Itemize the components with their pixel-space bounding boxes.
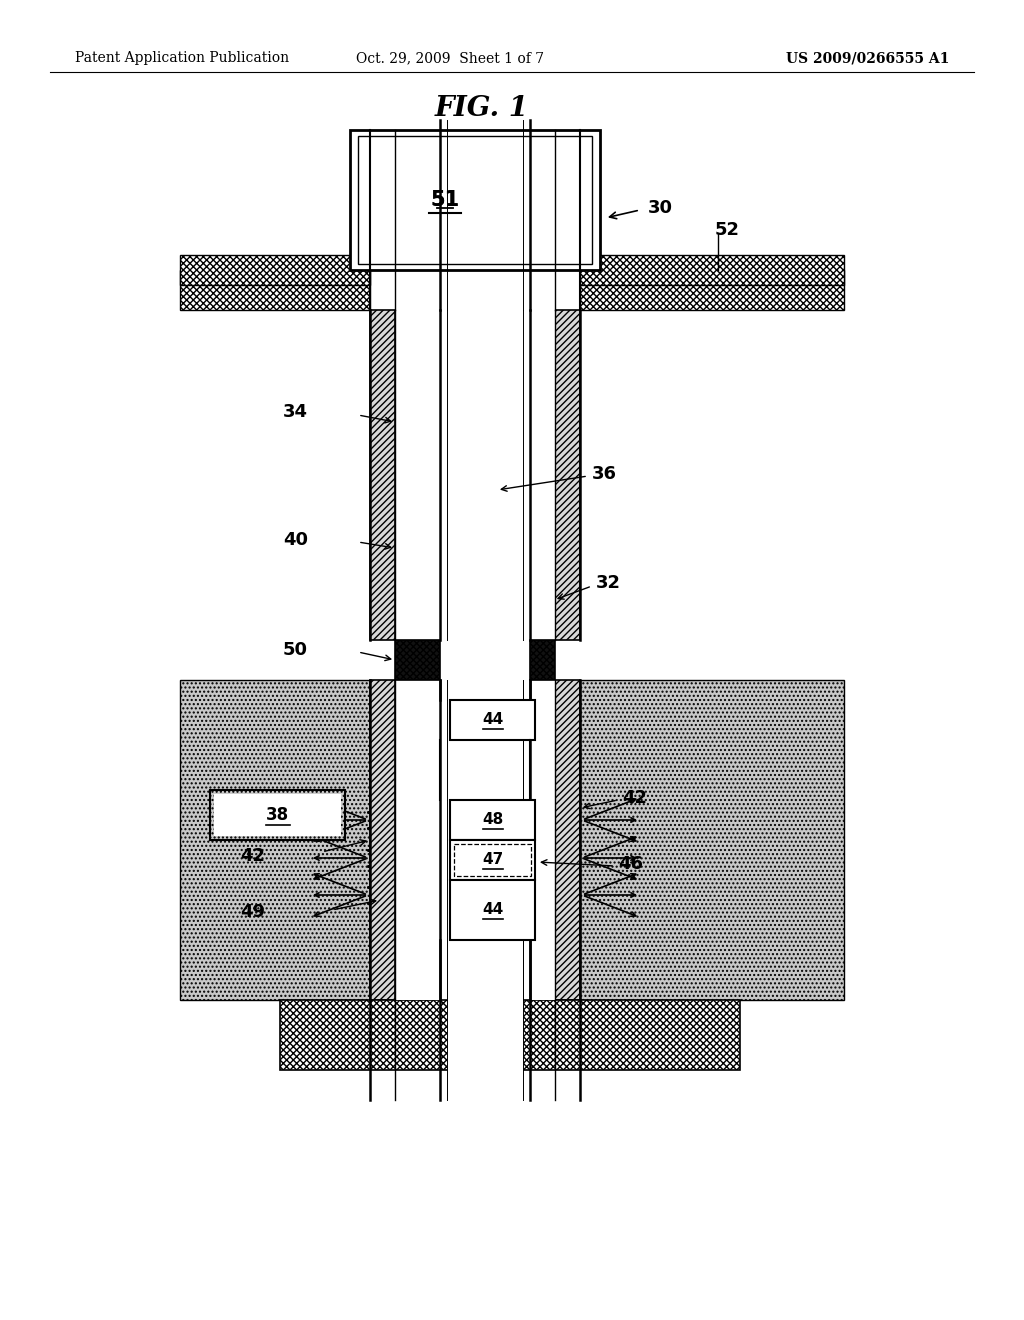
Text: 46: 46: [618, 855, 643, 873]
Bar: [450, 880, 535, 940]
Bar: [530, 310, 555, 640]
Bar: [555, 680, 580, 1001]
Bar: [447, 310, 523, 640]
Text: Oct. 29, 2009  Sheet 1 of 7: Oct. 29, 2009 Sheet 1 of 7: [356, 51, 545, 65]
Bar: [447, 741, 523, 800]
Bar: [580, 680, 844, 1001]
Bar: [180, 680, 370, 1001]
Bar: [395, 640, 440, 680]
Bar: [555, 310, 580, 640]
Bar: [370, 310, 395, 640]
Bar: [530, 680, 555, 1001]
Bar: [450, 840, 535, 880]
Bar: [180, 271, 370, 310]
Bar: [395, 271, 440, 310]
Bar: [395, 680, 440, 1001]
Text: 30: 30: [648, 199, 673, 216]
Text: 44: 44: [482, 903, 503, 917]
Bar: [454, 843, 531, 876]
Bar: [395, 310, 440, 640]
Text: Patent Application Publication: Patent Application Publication: [75, 51, 289, 65]
Text: 47: 47: [482, 853, 503, 867]
Bar: [447, 680, 523, 1100]
Text: US 2009/0266555 A1: US 2009/0266555 A1: [785, 51, 949, 65]
Text: 48: 48: [482, 813, 503, 828]
Text: 50: 50: [283, 642, 308, 659]
Text: 44: 44: [482, 713, 503, 727]
Text: 51: 51: [430, 190, 460, 210]
Bar: [450, 700, 535, 741]
Bar: [530, 271, 555, 310]
Bar: [370, 310, 395, 640]
Bar: [580, 310, 824, 640]
Text: 49: 49: [240, 903, 265, 921]
Bar: [450, 800, 535, 840]
Text: 42: 42: [622, 789, 647, 807]
Bar: [210, 789, 345, 840]
Text: 38: 38: [266, 807, 289, 824]
Text: 40: 40: [283, 531, 308, 549]
Bar: [580, 271, 844, 310]
Text: 32: 32: [596, 574, 621, 591]
Bar: [580, 255, 844, 285]
Bar: [447, 680, 523, 700]
Bar: [370, 680, 395, 1001]
Bar: [530, 640, 555, 680]
Text: 34: 34: [283, 403, 308, 421]
Bar: [350, 129, 600, 271]
Text: 52: 52: [715, 220, 740, 239]
Text: 42: 42: [240, 847, 265, 865]
Text: 51: 51: [430, 190, 460, 210]
Text: FIG. 1: FIG. 1: [434, 95, 528, 121]
Bar: [214, 795, 341, 836]
Bar: [180, 255, 370, 285]
Bar: [280, 1001, 740, 1071]
Bar: [447, 940, 523, 1001]
Bar: [358, 136, 592, 264]
Text: 36: 36: [592, 465, 617, 483]
